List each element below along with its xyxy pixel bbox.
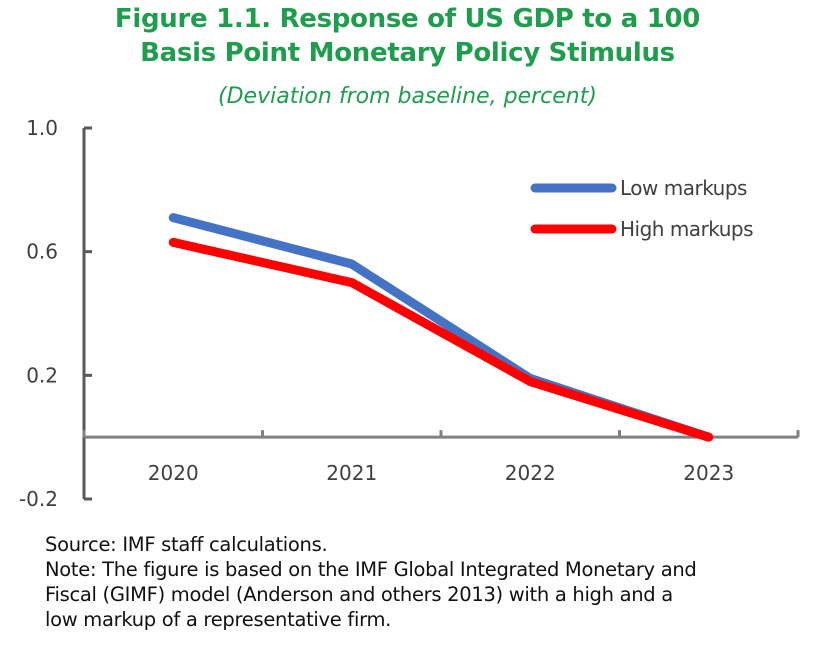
x-tick-label: 2021	[326, 461, 377, 485]
title-line-2: Basis Point Monetary Policy Stimulus	[140, 38, 675, 68]
note-line-2: Fiscal (GIMF) model (Anderson and others…	[45, 583, 673, 606]
y-tick-label: 1.0	[26, 116, 58, 140]
title-line-1: Figure 1.1. Response of US GDP to a 100	[114, 4, 701, 34]
series-line-high-markups	[168, 237, 714, 442]
chart-title: Figure 1.1. Response of US GDP to a 100 …	[0, 2, 815, 70]
note-line-1: Note: The figure is based on the IMF Glo…	[45, 558, 697, 581]
y-tick-label: -0.2	[19, 487, 58, 511]
y-tick-label: 0.6	[26, 240, 58, 264]
x-tick-label: 2020	[148, 461, 199, 485]
note-line-3: low markup of a representative firm.	[45, 608, 392, 631]
x-tick-label: 2023	[683, 461, 734, 485]
x-tick-label: 2022	[505, 461, 556, 485]
chart-subtitle: (Deviation from baseline, percent)	[218, 84, 597, 109]
chart-notes: Source: IMF staff calculations. Note: Th…	[45, 532, 815, 632]
legend-label: High markups	[620, 217, 753, 241]
legend-label: Low markups	[620, 176, 747, 200]
y-tick-label: 0.2	[26, 363, 58, 387]
source-text: Source: IMF staff calculations.	[45, 533, 328, 556]
